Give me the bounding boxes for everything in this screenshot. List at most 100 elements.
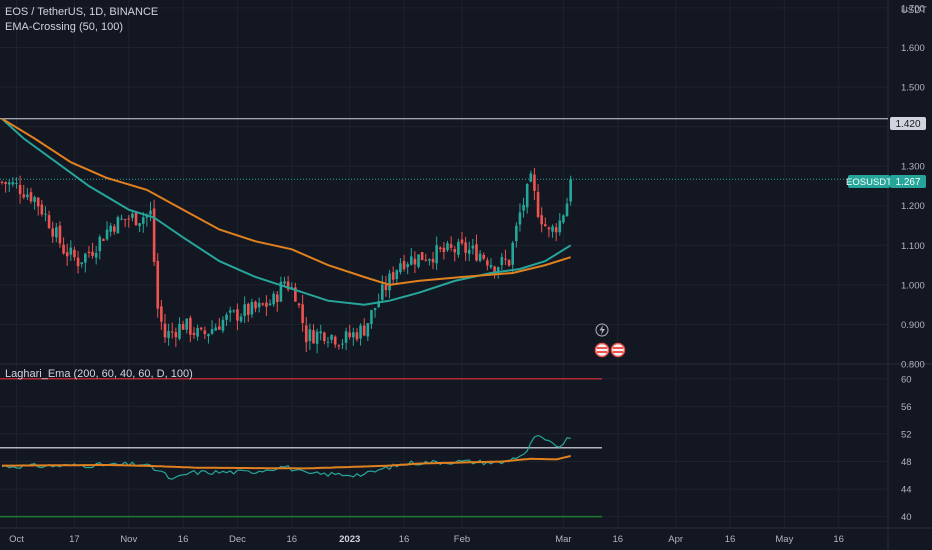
candle-body [102, 239, 105, 241]
candle-body [185, 318, 189, 330]
hline-price-badge [890, 117, 926, 130]
oscillator-levels [0, 378, 602, 518]
us-flag-event-icon[interactable] [610, 342, 626, 358]
candle-body [254, 301, 257, 309]
candle-body [496, 267, 500, 273]
candle-body [402, 260, 406, 270]
ema-lines [1, 117, 572, 306]
candle-body [109, 225, 112, 232]
candle-body [424, 259, 428, 261]
candle-body [395, 270, 399, 280]
candle-body [384, 285, 388, 290]
candle-body [355, 332, 359, 340]
time-tick-label: 16 [725, 534, 736, 545]
candle-body [26, 194, 29, 198]
time-tick-label: Feb [454, 534, 470, 545]
candle-body [149, 210, 152, 215]
us-flag-event-icon[interactable] [594, 342, 610, 358]
candle-body [51, 228, 55, 237]
price-tick-label: 1.000 [901, 280, 925, 291]
time-tick-label: 16 [286, 534, 297, 545]
price-scale[interactable]: 1.700 1.600 1.500 1.300 1.200 1.100 1.000 0.900… [901, 3, 925, 370]
ema-line [1, 117, 571, 286]
candle-body [562, 215, 565, 223]
time-tick-label: May [775, 534, 793, 545]
oscillator-tick-label: 56 [901, 402, 912, 413]
symbol-legend[interactable]: EOS / TetherUS, 1D, BINANCE [5, 6, 159, 18]
candle-body [348, 332, 352, 337]
price-tick-label: 1.700 [901, 3, 925, 14]
time-tick-label: Mar [555, 534, 571, 545]
candle-body [236, 309, 239, 321]
price-tick-label: 0.900 [901, 320, 925, 331]
candle-body [442, 247, 446, 252]
candle-body [352, 332, 355, 338]
time-tick-label: Oct [9, 534, 24, 545]
candle-body [500, 257, 504, 266]
candle-body [265, 302, 268, 307]
time-tick-label: Dec [229, 534, 246, 545]
symbol-badge-label: EOSUSDT [846, 177, 892, 188]
price-tick-label: 0.800 [901, 360, 925, 371]
candle-body [163, 323, 167, 338]
candle-body [246, 303, 250, 315]
candle-body [540, 215, 543, 225]
candle-body [243, 304, 246, 316]
candle-body [525, 184, 529, 208]
candle-body [36, 197, 40, 207]
candle-body [7, 182, 11, 185]
candle-body [301, 304, 304, 323]
oscillator-tick-label: 44 [901, 485, 912, 496]
candle-body [304, 325, 308, 343]
candle-body [533, 174, 536, 191]
oscillator-tick-label: 52 [901, 429, 912, 440]
candle-body [362, 325, 366, 336]
candle-body [239, 316, 243, 322]
candle-body [428, 259, 431, 261]
candle-body [18, 185, 22, 195]
candle-body [294, 287, 297, 302]
candle-body [449, 244, 453, 248]
candle-body [373, 308, 377, 310]
candle-body [62, 244, 65, 254]
candle-body [22, 194, 26, 198]
candle-body [58, 225, 62, 244]
indicator-legend[interactable]: EMA-Crossing (50, 100) [5, 21, 123, 33]
ema-line [1, 117, 572, 306]
candle-body [167, 331, 170, 338]
candle-body [457, 241, 460, 255]
time-axis[interactable]: Oct 17 Nov 16 Dec 16 2023 16 Feb Mar 16 Apr 16 May 16 [9, 534, 844, 545]
oscillator-legend[interactable]: Laghari_Ema (200, 60, 40, 60, D, 100) [5, 368, 193, 380]
candle-body [344, 331, 348, 343]
currency-label: USDT [901, 5, 927, 16]
candle-body [156, 260, 160, 309]
price-tick-label: 1.100 [901, 241, 925, 252]
candle-body [493, 266, 496, 273]
price-tick-label: 1.500 [901, 83, 925, 94]
candle-body [80, 262, 83, 265]
candle-body [112, 226, 116, 232]
candle-body [170, 331, 174, 333]
candle-body [33, 196, 36, 203]
oscillator-tick-label: 40 [901, 512, 912, 523]
candle-body [417, 254, 420, 267]
oscillator-scale[interactable]: 60 56 52 48 44 40 [901, 374, 912, 523]
oscillator-line [2, 455, 571, 470]
candle-body [522, 204, 525, 211]
candle-body [438, 247, 442, 250]
candle-body [55, 227, 58, 238]
candle-body [84, 253, 87, 263]
candle-body [141, 217, 145, 224]
event-markers[interactable] [594, 323, 626, 358]
flag-stripe-icon [597, 351, 607, 353]
candle-body [283, 281, 286, 284]
candle-body [453, 249, 457, 253]
candle-body [91, 251, 94, 256]
candle-body [138, 223, 141, 227]
candle-body [257, 302, 261, 308]
candle-body [196, 328, 199, 337]
candle-body [225, 314, 228, 320]
oscillator-tick-label: 48 [901, 457, 912, 468]
candle-body [323, 332, 326, 342]
